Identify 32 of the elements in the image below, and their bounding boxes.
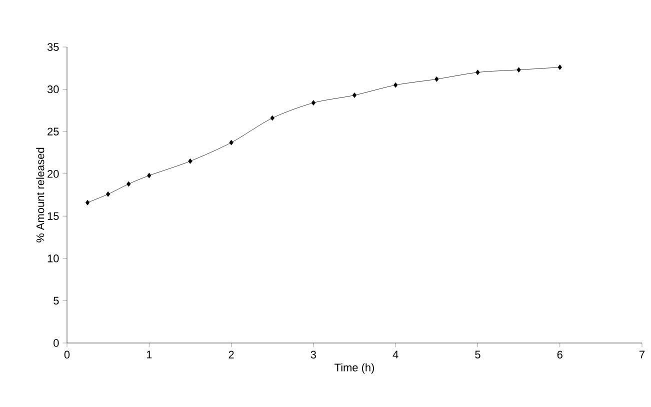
- point: [106, 191, 110, 197]
- x-tick-label: 6: [557, 350, 562, 359]
- point: [352, 92, 357, 98]
- point: [147, 172, 152, 178]
- point: [229, 140, 234, 146]
- y-tick-label: 35: [47, 43, 59, 51]
- x-tick-label: 2: [228, 350, 234, 358]
- point: [311, 100, 316, 106]
- point: [85, 200, 90, 206]
- point: [434, 76, 439, 82]
- x-tick-label: 1: [146, 350, 152, 358]
- x-tick-label: 0: [64, 350, 70, 359]
- y-tick-label: 20: [48, 170, 59, 178]
- x-tick-label: 5: [475, 350, 480, 358]
- y-axis-title: % Amount released: [36, 148, 44, 242]
- y-tick-label: 15: [48, 212, 59, 220]
- y-tick-label: 0: [54, 339, 59, 347]
- point: [270, 115, 274, 121]
- point: [516, 67, 521, 73]
- y-tick-label: 10: [48, 254, 59, 262]
- point: [126, 181, 131, 187]
- point: [188, 158, 192, 164]
- y-tick-label: 5: [54, 296, 59, 305]
- x-tick-label: 4: [392, 350, 398, 358]
- x-tick-label: 3: [310, 350, 316, 359]
- point: [394, 82, 398, 88]
- point: [558, 64, 562, 70]
- x-tick-label: 7: [640, 350, 645, 358]
- y-tick-label: 30: [47, 85, 59, 94]
- x-axis-title: Time (h): [334, 363, 374, 374]
- y-tick-label: 25: [48, 128, 59, 136]
- point: [476, 70, 480, 76]
